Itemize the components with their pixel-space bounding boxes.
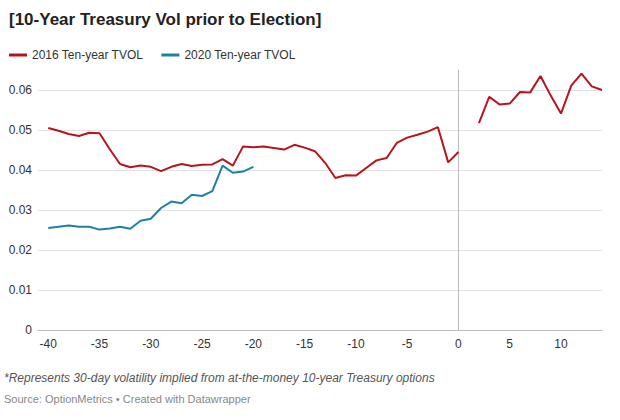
svg-text:-10: -10 xyxy=(347,337,365,351)
svg-text:0: 0 xyxy=(455,337,462,351)
svg-text:0.05: 0.05 xyxy=(9,123,33,137)
svg-text:[10-Year Treasury Vol prior to: [10-Year Treasury Vol prior to Election] xyxy=(9,10,321,29)
svg-text:0: 0 xyxy=(25,323,32,337)
svg-text:-40: -40 xyxy=(40,337,58,351)
svg-text:5: 5 xyxy=(506,337,513,351)
svg-text:-20: -20 xyxy=(245,337,263,351)
svg-text:0.06: 0.06 xyxy=(9,83,33,97)
svg-text:0.03: 0.03 xyxy=(9,203,33,217)
svg-text:-15: -15 xyxy=(296,337,314,351)
svg-text:0.02: 0.02 xyxy=(9,243,33,257)
svg-text:0.04: 0.04 xyxy=(9,163,33,177)
svg-text:Source: OptionMetrics • Create: Source: OptionMetrics • Created with Dat… xyxy=(4,393,251,405)
svg-text:-25: -25 xyxy=(193,337,211,351)
svg-text:*Represents 30-day volatility: *Represents 30-day volatility implied fr… xyxy=(4,371,435,385)
svg-text:2020 Ten-year TVOL: 2020 Ten-year TVOL xyxy=(184,48,295,62)
svg-text:10: 10 xyxy=(554,337,568,351)
svg-text:0.01: 0.01 xyxy=(9,283,33,297)
svg-text:-30: -30 xyxy=(142,337,160,351)
svg-text:2016 Ten-year TVOL: 2016 Ten-year TVOL xyxy=(32,48,143,62)
svg-text:-5: -5 xyxy=(402,337,413,351)
svg-text:-35: -35 xyxy=(91,337,109,351)
